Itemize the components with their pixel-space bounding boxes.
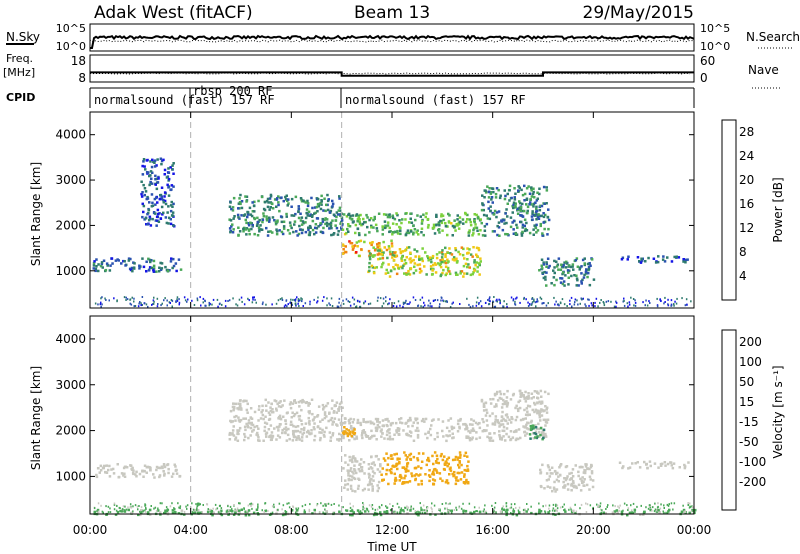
x-tick-label: 00:00 [677, 523, 712, 537]
x-tick-label: 00:00 [73, 523, 108, 537]
cpid-segment-1: normalsound (fast) 157 RF [94, 93, 275, 107]
power-colorbar: 4 8 12 16 20 24 28 [721, 119, 754, 301]
velocity-region-5 [342, 454, 382, 493]
nave-tick-bottom: 0 [700, 71, 708, 85]
velocity-ytick-label: 3000 [55, 378, 86, 392]
colorbar-tick-label: 100 [739, 355, 762, 369]
freq-trace [90, 71, 694, 77]
velocity-region-9 [618, 460, 690, 470]
power-region-1 [140, 157, 176, 228]
colorbar-tick-label: -15 [739, 415, 759, 429]
velocity-panel: 1000 2000 3000 4000 00:00 04:00 08:00 12:00 16:0… [55, 315, 712, 537]
nave-label: Nave [748, 63, 779, 77]
colorbar-tick-label: 200 [739, 335, 762, 349]
colorbar-tick-label: -100 [739, 455, 766, 469]
station-title: Adak West (fitACF) [94, 3, 253, 23]
nsky-tick-top: 10^5 [56, 22, 86, 35]
freq-panel [89, 54, 695, 83]
colorbar-tick-label: 12 [739, 221, 754, 235]
velocity-region-8 [539, 463, 595, 493]
nsky-label: N.Sky [6, 30, 40, 44]
x-axis-label: Time UT [366, 540, 417, 554]
power-region-2 [228, 193, 344, 237]
velocity-ytick-label: 2000 [55, 424, 86, 438]
freq-tick-bottom: 8 [78, 71, 86, 85]
velocity-region-0 [95, 463, 182, 479]
x-tick-label: 12:00 [375, 523, 410, 537]
power-ytick-label: 2000 [55, 218, 86, 232]
velocity-region-1 [228, 398, 344, 442]
velocity-colorbar: 200 100 50 15 -15 -50 -100 -200 [721, 329, 766, 511]
power-region-3 [341, 211, 482, 237]
velocity-ytick-label: 4000 [55, 332, 86, 346]
power-region-7 [538, 257, 596, 287]
colorbar-tick-label: 4 [739, 269, 747, 283]
power-region-6 [480, 184, 551, 237]
nsky-panel [89, 23, 695, 52]
velocity-colorbar-label: Velocity [m s⁻¹] [771, 365, 785, 458]
x-tick-label: 16:00 [475, 523, 510, 537]
velocity-region-2 [341, 416, 482, 443]
x-tick-label: 04:00 [173, 523, 208, 537]
velocity-ytick-label: 1000 [55, 469, 86, 483]
colorbar-tick-label: -50 [739, 435, 759, 449]
colorbar-tick-label: 24 [739, 149, 754, 163]
power-colorbar-label: Power [dB] [771, 177, 785, 242]
power-region-5 [367, 246, 482, 278]
velocity-region-3 [341, 426, 357, 438]
nsky-tick-bottom: 10^0 [56, 40, 86, 53]
nsearch-trace [89, 39, 695, 43]
x-tick-label: 20:00 [576, 523, 611, 537]
power-region-8 [620, 255, 689, 264]
nsky-trace [90, 34, 695, 49]
power-region-0 [92, 257, 183, 273]
cpid-segment-3: normalsound (fast) 157 RF [345, 93, 526, 107]
nsearch-label: N.Search [746, 30, 800, 44]
cpid-label: CPID [6, 91, 35, 104]
power-ytick-label: 3000 [55, 173, 86, 187]
freq-label: Freq. [6, 52, 33, 65]
cpid-segment-2: rbsp 200 RF [193, 84, 272, 98]
freq-unit: [MHz] [3, 66, 35, 79]
date-title: 29/May/2015 [583, 3, 695, 23]
power-panel: 1000 2000 3000 4000 [55, 111, 695, 309]
colorbar-tick-label: 50 [739, 375, 754, 389]
x-tick-label: 08:00 [274, 523, 309, 537]
colorbar-tick-label: 28 [739, 125, 754, 139]
nave-tick-top: 60 [700, 54, 715, 68]
nsearch-tick-top: 10^5 [700, 22, 730, 35]
colorbar-tick-label: 15 [739, 395, 754, 409]
velocity-region-4 [380, 451, 470, 486]
beam-title: Beam 13 [354, 3, 430, 23]
freq-tick-top: 18 [71, 54, 86, 68]
power-ytick-label: 4000 [55, 128, 86, 142]
colorbar-tick-label: 20 [739, 173, 754, 187]
velocity-region-7 [528, 424, 546, 441]
power-ylabel: Slant Range [km] [29, 162, 43, 266]
nsearch-tick-bottom: 10^0 [700, 40, 730, 53]
power-ytick-label: 1000 [55, 264, 86, 278]
colorbar-tick-label: 16 [739, 197, 754, 211]
colorbar-tick-label: 8 [739, 245, 747, 259]
velocity-ylabel: Slant Range [km] [29, 366, 43, 470]
colorbar-tick-label: -200 [739, 475, 766, 489]
